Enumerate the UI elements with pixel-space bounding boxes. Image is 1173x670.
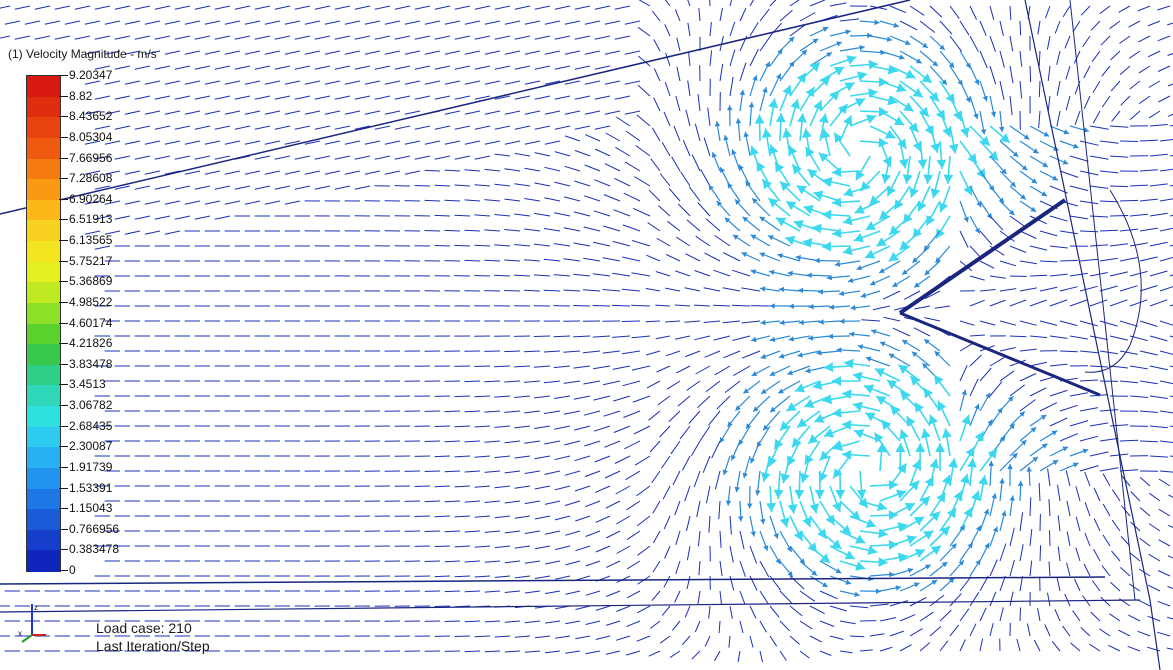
legend-swatch xyxy=(27,241,60,263)
legend-tick xyxy=(59,528,68,530)
legend-tick-label: 7.28608 xyxy=(69,171,113,186)
legend-tick xyxy=(59,446,68,448)
legend-tick xyxy=(59,157,68,159)
legend-tick xyxy=(59,198,68,200)
domain-floor-edge xyxy=(0,599,1141,613)
legend-swatch xyxy=(27,220,60,242)
legend-swatch xyxy=(27,447,60,469)
legend-tick-label: 8.43652 xyxy=(69,109,113,124)
legend-tick-label: 8.05304 xyxy=(69,129,113,144)
load-case-label: Load case: 210 xyxy=(96,620,192,636)
color-legend-bar xyxy=(26,75,61,572)
legend-swatch xyxy=(27,76,60,98)
legend-tick xyxy=(59,405,68,406)
baffle-upper-plate xyxy=(898,198,1067,315)
legend-tick-label: 2.68435 xyxy=(69,418,113,433)
legend-swatch xyxy=(27,406,60,428)
baffle-lower-plate xyxy=(899,311,1101,397)
legend-swatch xyxy=(27,426,60,448)
legend-tick xyxy=(59,95,68,97)
legend-tick xyxy=(59,384,68,386)
legend-tick xyxy=(59,466,68,468)
legend-tick-label: 9.20347 xyxy=(69,68,113,82)
legend-swatch xyxy=(27,385,60,407)
legend-tick xyxy=(59,116,68,118)
legend-tick xyxy=(59,136,68,138)
legend-tick-label: 6.51913 xyxy=(69,212,113,227)
iteration-label: Last Iteration/Step xyxy=(96,638,210,654)
legend-swatch xyxy=(27,137,60,159)
legend-tick-label: 1.91739 xyxy=(69,459,113,474)
legend-swatch xyxy=(27,509,60,531)
legend-tick-label: 1.15043 xyxy=(69,501,113,516)
legend-swatch xyxy=(27,302,60,324)
legend-tick xyxy=(59,322,68,324)
legend-swatch xyxy=(27,261,60,283)
legend-tick-label: 1.53391 xyxy=(69,480,113,495)
legend-tick-label: 4.98522 xyxy=(69,294,113,309)
svg-text:z: z xyxy=(34,603,38,612)
domain-outer-right-edge xyxy=(1069,0,1136,601)
legend-tick-label: 0.383478 xyxy=(69,542,120,557)
legend-tick xyxy=(59,219,68,221)
legend-swatch xyxy=(27,323,60,345)
coordinate-triad-icon: z x xyxy=(18,603,46,643)
legend-swatch xyxy=(27,550,60,572)
legend-tick xyxy=(59,549,68,551)
legend-tick-label: 3.83478 xyxy=(69,356,113,371)
legend-tick xyxy=(59,301,68,303)
domain-right-edge xyxy=(1024,0,1161,670)
legend-swatch xyxy=(27,529,60,551)
domain-top-edge xyxy=(0,0,911,215)
legend-tick xyxy=(59,75,68,76)
legend-tick xyxy=(59,508,68,510)
curved-outlet-edge xyxy=(1084,189,1142,373)
legend-swatch xyxy=(27,364,60,386)
legend-swatch xyxy=(27,488,60,510)
legend-swatch xyxy=(27,179,60,201)
legend-tick xyxy=(59,240,68,241)
legend-tick-label: 4.60174 xyxy=(69,315,113,330)
legend-tick-label: 2.30087 xyxy=(69,439,113,454)
legend-tick-label: 6.90264 xyxy=(69,191,113,206)
svg-text:x: x xyxy=(18,629,22,638)
legend-tick xyxy=(59,178,68,180)
legend-swatch xyxy=(27,344,60,366)
legend-tick-label: 3.4513 xyxy=(69,377,106,392)
legend-swatch xyxy=(27,282,60,304)
legend-tick-label: 6.13565 xyxy=(69,233,113,247)
legend-swatch xyxy=(27,158,60,180)
legend-tick xyxy=(59,425,68,427)
legend-tick-label: 0 xyxy=(69,563,76,577)
legend-tick-label: 4.21826 xyxy=(69,336,113,351)
legend-tick xyxy=(59,363,68,365)
legend-swatch xyxy=(27,96,60,118)
legend-tick xyxy=(59,260,68,262)
legend-tick-label: 5.36869 xyxy=(69,274,113,289)
legend-tick xyxy=(59,343,68,345)
legend-tick-label: 8.82 xyxy=(69,88,93,103)
legend-tick-label: 3.06782 xyxy=(69,398,113,412)
legend-title: (1) Velocity Magnitude - m/s xyxy=(8,47,157,61)
legend-swatch xyxy=(27,467,60,489)
legend-tick-label: 7.66956 xyxy=(69,150,113,165)
legend-swatch xyxy=(27,199,60,221)
legend-tick-label: 5.75217 xyxy=(69,253,113,268)
legend-tick xyxy=(59,281,68,283)
legend-tick xyxy=(59,570,68,571)
domain-bottom-edge xyxy=(0,576,1106,585)
legend-tick xyxy=(59,487,68,489)
legend-swatch xyxy=(27,117,60,139)
legend-tick-label: 0.766956 xyxy=(69,521,120,536)
